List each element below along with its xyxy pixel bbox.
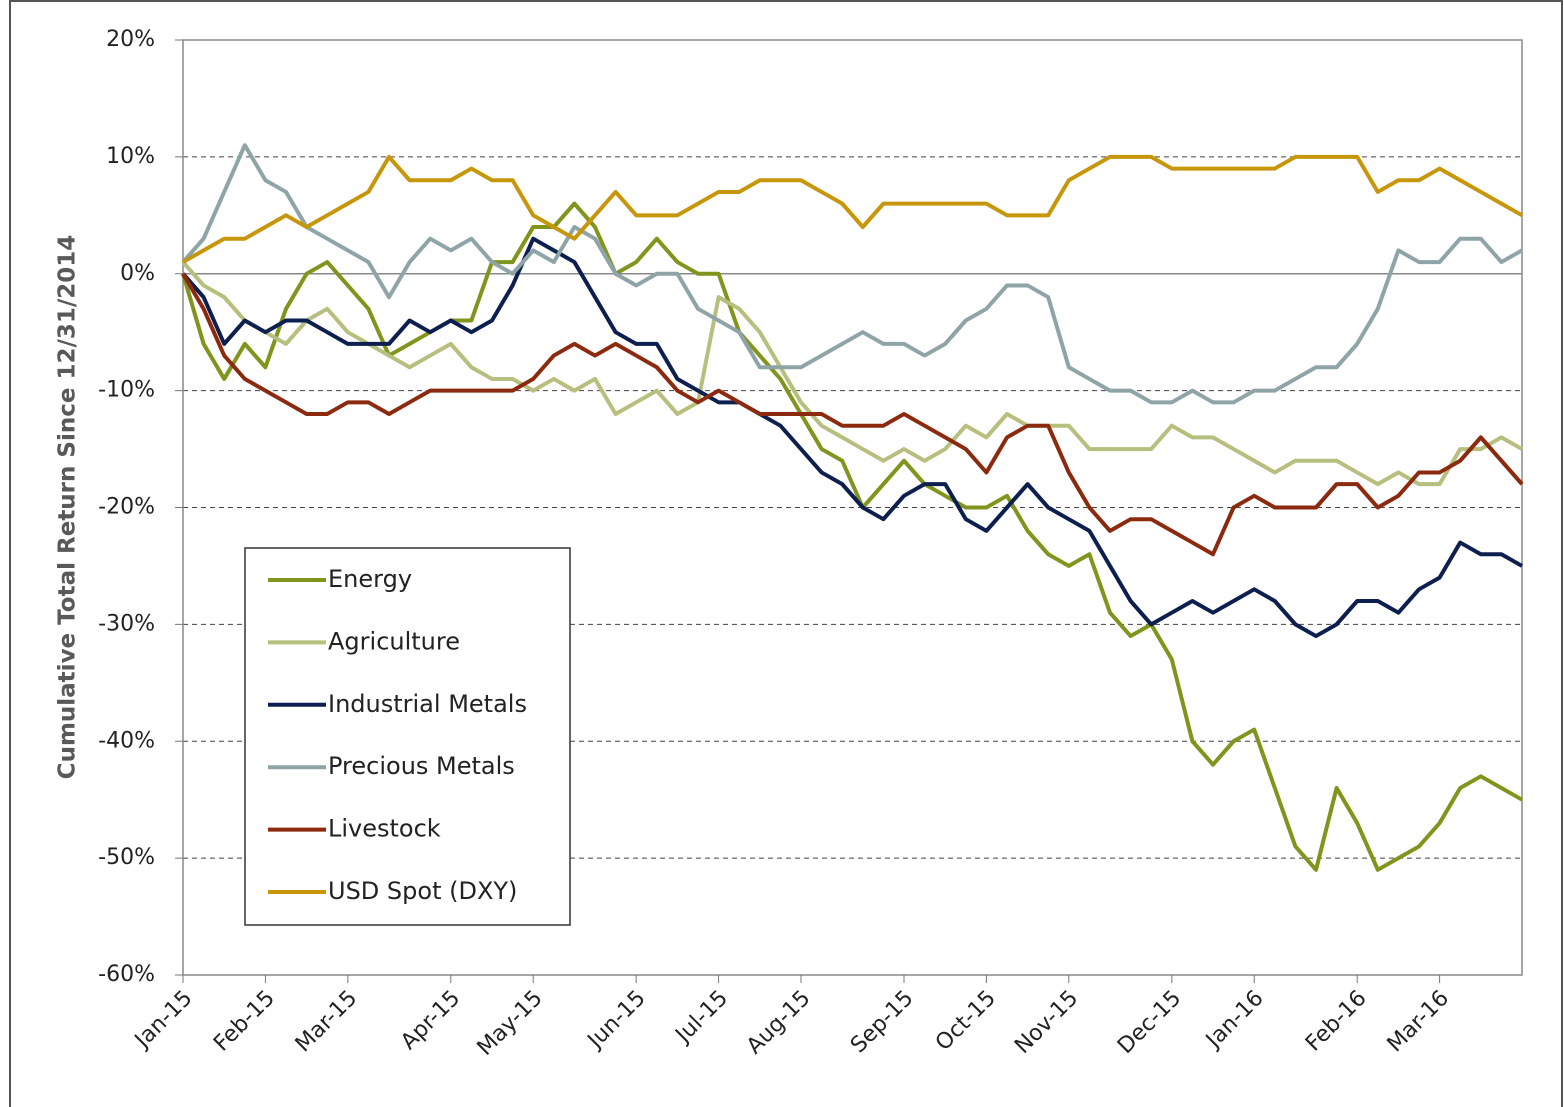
y-tick-label: -50% [98,845,155,870]
frame [9,0,1563,1107]
legend: Energy Agriculture Industrial Metals Precio… [244,547,571,926]
legend-label: Industrial Metals [328,690,527,718]
x-tick-label: Jun-15 [582,986,651,1055]
series-line [181,272,1524,557]
x-tick-label: Aug-15 [742,986,815,1059]
y-tick-label: -20% [98,495,155,520]
legend-label: Energy [328,565,412,593]
y-tick-label: -10% [98,378,155,403]
series-line [181,260,1523,487]
x-tick-label: Mar-16 [1383,986,1454,1057]
legend-label: Precious Metals [328,752,515,780]
legend-label: USD Spot (DXY) [328,877,517,905]
x-tick-label: Feb-15 [209,986,280,1057]
series-line [181,236,1523,639]
y-tick-label: 20% [106,27,155,52]
plot-area [182,39,1523,976]
y-tick-label: -60% [98,962,155,987]
y-tick-label: -30% [98,611,155,636]
legend-label: Agriculture [328,627,460,655]
x-tick-label: Nov-15 [1010,986,1083,1059]
x-tick-label: May-15 [473,986,548,1061]
legend-label: Livestock [328,815,441,843]
series-line [181,201,1523,872]
x-tick-label: Mar-15 [291,986,362,1057]
series-line [182,154,1523,264]
legend-box [244,547,571,926]
y-axis-label: Cumulative Total Return Since 12/31/2014 [55,235,81,780]
y-tick-label: 0% [120,261,155,286]
x-tick-label: Jan-16 [1200,986,1268,1054]
x-tick-label: Dec-15 [1113,986,1186,1059]
x-tick-label: Jul-15 [670,986,733,1049]
x-tick-label: Jan-15 [129,986,197,1054]
x-tick-label: Sep-15 [846,986,918,1058]
x-tick-label: Apr-15 [396,986,465,1055]
x-tick-label: Oct-15 [931,986,1001,1056]
y-tick-label: 10% [106,144,155,169]
series-line [181,143,1523,405]
y-tick-label: -40% [98,728,155,753]
x-tick-label: Feb-16 [1301,986,1372,1057]
